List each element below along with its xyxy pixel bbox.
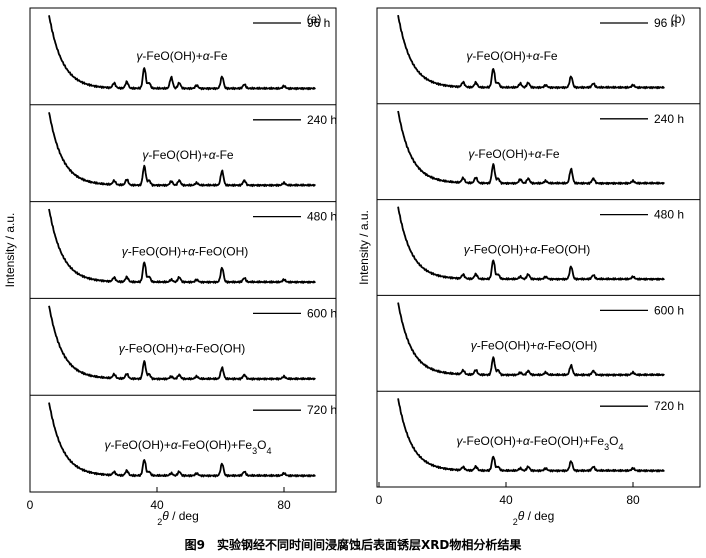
- series-2: 480 h γ-FeO(OH)+α-FeO(OH): [397, 206, 684, 281]
- panel-b: 0 40 80 2θ / deg Intensity / a.u. (b)96 h γ-Fe…: [357, 7, 701, 527]
- y-axis-label: Intensity / a.u.: [357, 210, 371, 285]
- legend-label: 480 h: [654, 208, 684, 222]
- series-3: 600 h γ-FeO(OH)+α-FeO(OH): [48, 305, 337, 381]
- xrd-line: [48, 305, 316, 381]
- legend-label: 240 h: [654, 112, 684, 126]
- xrd-line: [397, 14, 665, 90]
- series-1: 240 h γ-FeO(OH)+α-Fe: [397, 110, 684, 186]
- legend-label: 480 h: [307, 210, 337, 224]
- phase-annotation: γ-FeO(OH)+α-FeO(OH): [122, 245, 249, 259]
- xrd-line: [48, 15, 316, 91]
- phase-annotation: γ-FeO(OH)+α-FeO(OH)+Fe3O4: [457, 434, 624, 452]
- panel-label: (a): [307, 12, 322, 26]
- legend-label: 240 h: [307, 113, 337, 127]
- panel-label: (b): [671, 12, 686, 26]
- series-0: 96 h γ-FeO(OH)+α-Fe: [48, 15, 330, 91]
- series-2: 480 h γ-FeO(OH)+α-FeO(OH): [48, 208, 337, 284]
- x-tick-label: 0: [27, 498, 34, 512]
- phase-annotation: γ-FeO(OH)+α-FeO(OH)+Fe3O4: [105, 438, 272, 456]
- x-axis-label: 2θ / deg: [513, 509, 555, 527]
- legend-label: 600 h: [654, 303, 684, 317]
- series-1: 240 h γ-FeO(OH)+α-Fe: [48, 112, 337, 188]
- y-axis-label: Intensity / a.u.: [3, 213, 17, 288]
- phase-annotation: γ-FeO(OH)+α-Fe: [136, 49, 228, 63]
- xrd-line: [48, 208, 316, 284]
- series-3: 600 h γ-FeO(OH)+α-FeO(OH): [397, 302, 684, 377]
- phase-annotation: γ-FeO(OH)+α-FeO(OH): [464, 243, 591, 257]
- legend-label: 96 h: [654, 16, 677, 30]
- series-4: 720 h γ-FeO(OH)+α-FeO(OH)+Fe3O4: [397, 398, 684, 473]
- x-tick-label: 40: [499, 493, 513, 507]
- phase-annotation: γ-FeO(OH)+α-Fe: [468, 147, 560, 161]
- x-tick-label: 80: [626, 493, 640, 507]
- x-tick-label: 80: [277, 498, 291, 512]
- phase-annotation: γ-FeO(OH)+α-FeO(OH): [119, 341, 246, 355]
- panel-a: 0 40 80 2θ / deg Intensity / a.u. (a)96 h γ-Fe…: [3, 7, 337, 527]
- x-tick-label: 40: [150, 498, 164, 512]
- plot-frame: [376, 7, 701, 488]
- xrd-line: [48, 402, 316, 478]
- legend-label: 96 h: [307, 16, 330, 30]
- x-tick-label: 0: [376, 493, 383, 507]
- xrd-line: [397, 398, 665, 473]
- phase-annotation: γ-FeO(OH)+α-Fe: [466, 49, 558, 63]
- plot-frame: [29, 7, 337, 493]
- legend-label: 600 h: [307, 306, 337, 320]
- legend-label: 720 h: [654, 399, 684, 413]
- x-axis-label: 2θ / deg: [157, 509, 199, 527]
- xrd-line: [397, 302, 665, 377]
- xrd-line: [397, 110, 665, 186]
- phase-annotation: γ-FeO(OH)+α-Fe: [142, 148, 234, 162]
- figure-caption: 图9 实验钢经不同时间间浸腐蚀后表面锈层XRD物相分析结果: [184, 538, 522, 552]
- xrd-line: [48, 112, 316, 188]
- series-0: 96 h γ-FeO(OH)+α-Fe: [397, 14, 677, 90]
- legend-label: 720 h: [307, 403, 337, 417]
- phase-annotation: γ-FeO(OH)+α-FeO(OH): [471, 338, 598, 352]
- xrd-line: [397, 206, 665, 281]
- series-4: 720 h γ-FeO(OH)+α-FeO(OH)+Fe3O4: [48, 402, 337, 478]
